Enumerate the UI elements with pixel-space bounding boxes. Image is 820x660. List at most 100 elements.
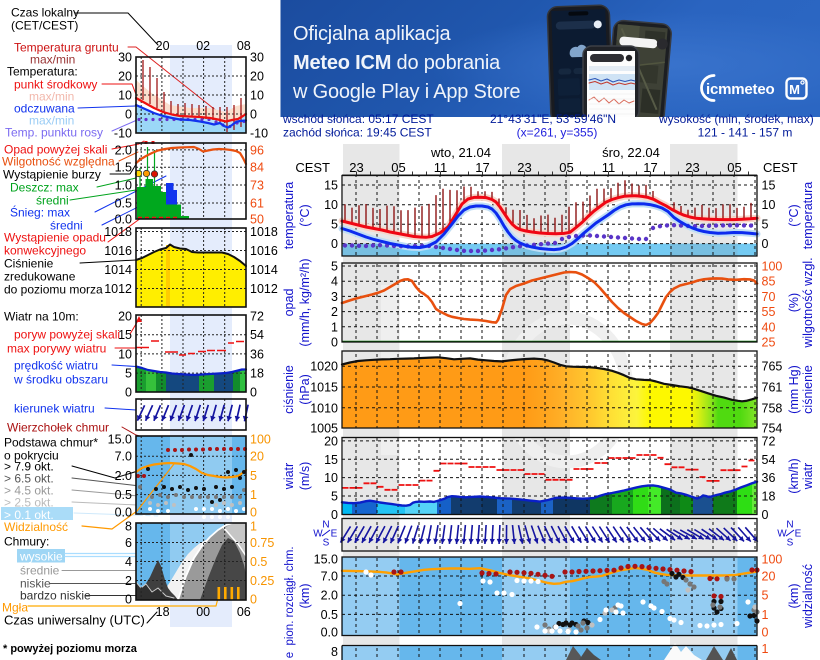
svg-text:10: 10 (118, 89, 132, 103)
svg-text:punkt środkowy: punkt środkowy (14, 78, 97, 92)
svg-text:0: 0 (762, 237, 769, 251)
svg-text:11: 11 (434, 160, 448, 175)
svg-text:wysokie: wysokie (19, 550, 63, 564)
svg-text:10: 10 (762, 198, 776, 212)
svg-text:0: 0 (250, 108, 257, 122)
svg-text:średni: średni (50, 219, 83, 233)
svg-text:w środku obszaru: w środku obszaru (13, 373, 108, 387)
svg-text:1: 1 (762, 642, 769, 656)
svg-text:23: 23 (349, 160, 363, 175)
svg-text:5: 5 (331, 218, 338, 232)
svg-text:761: 761 (762, 381, 783, 395)
svg-text:1010: 1010 (310, 401, 338, 415)
svg-text:Temperatura gruntu: Temperatura gruntu (14, 41, 119, 55)
svg-text:zachód słońca: 19:45 CEST: zachód słońca: 19:45 CEST (283, 126, 432, 140)
svg-text:18: 18 (156, 605, 170, 619)
svg-text:7.0: 7.0 (321, 570, 338, 584)
svg-text:18: 18 (762, 489, 776, 503)
svg-text:15.0: 15.0 (314, 553, 338, 567)
svg-text:wschód słońca: 05:17 CEST: wschód słońca: 05:17 CEST (282, 112, 434, 126)
svg-text:(hPa): (hPa) (298, 374, 312, 405)
svg-text:E: E (795, 529, 802, 540)
svg-text:1: 1 (762, 608, 769, 622)
svg-text:0: 0 (331, 336, 338, 350)
svg-text:10: 10 (118, 347, 132, 361)
svg-text:73: 73 (250, 179, 264, 193)
svg-text:e: e (284, 652, 296, 658)
svg-text:23: 23 (685, 160, 699, 175)
svg-text:(%): (%) (787, 293, 801, 312)
svg-text:CEST: CEST (295, 160, 330, 175)
svg-text:15: 15 (762, 179, 776, 193)
svg-text:-10: -10 (114, 127, 132, 141)
svg-text:Ciśnienie: Ciśnienie (4, 257, 54, 271)
svg-text:20: 20 (156, 39, 170, 53)
svg-text:temperatura: temperatura (801, 182, 815, 249)
svg-text:0: 0 (250, 506, 257, 520)
svg-text:1005: 1005 (310, 421, 338, 435)
svg-text:(mm/h, kg/m²/h): (mm/h, kg/m²/h) (298, 258, 312, 346)
svg-text:0.5: 0.5 (115, 197, 132, 211)
svg-text:śro, 22.04: śro, 22.04 (602, 145, 660, 160)
svg-text:konwekcyjnego: konwekcyjnego (4, 244, 86, 258)
svg-text:05: 05 (559, 160, 573, 175)
svg-text:(km): (km) (298, 584, 312, 609)
svg-text:1: 1 (250, 488, 257, 502)
svg-text:S: S (323, 538, 330, 549)
svg-text:max/min: max/min (29, 114, 74, 128)
svg-text:2.0: 2.0 (321, 589, 338, 603)
svg-text:bardzo niskie: bardzo niskie (20, 589, 91, 603)
svg-text:Wystąpienie burzy: Wystąpienie burzy (3, 168, 101, 182)
svg-text:Śnieg: max: Śnieg: max (10, 205, 70, 220)
svg-text:Oficjalna aplikacja: Oficjalna aplikacja (293, 23, 451, 45)
svg-text:M: M (789, 82, 800, 97)
svg-text:54: 54 (762, 453, 776, 467)
svg-text:40: 40 (762, 320, 776, 334)
svg-text:0.5: 0.5 (250, 555, 267, 569)
svg-text:15: 15 (324, 179, 338, 193)
svg-text:1018: 1018 (250, 225, 278, 239)
svg-text:N: N (322, 520, 329, 531)
svg-text:0: 0 (125, 593, 132, 607)
svg-text:0: 0 (250, 386, 257, 400)
svg-text:23: 23 (517, 160, 531, 175)
svg-text:0: 0 (125, 386, 132, 400)
svg-text:5: 5 (331, 260, 338, 274)
svg-text:> 0.1 okt.: > 0.1 okt. (4, 508, 54, 522)
svg-text:o pokryciu: o pokryciu (4, 449, 59, 463)
svg-text:średnie: średnie (20, 564, 60, 578)
svg-text:0.5: 0.5 (115, 488, 132, 502)
svg-text:1015: 1015 (310, 381, 338, 395)
svg-text:17: 17 (475, 160, 489, 175)
svg-text:wto, 21.04: wto, 21.04 (430, 145, 491, 160)
svg-text:Czas lokalny: Czas lokalny (11, 6, 79, 20)
svg-text:18: 18 (250, 367, 264, 381)
svg-text:100: 100 (762, 260, 783, 274)
svg-text:prędkość wiatru: prędkość wiatru (14, 359, 98, 373)
svg-text:> 4.5 okt.: > 4.5 okt. (4, 484, 54, 498)
svg-text:średni: średni (36, 194, 69, 208)
svg-text:(m/s): (m/s) (298, 462, 312, 490)
svg-text:70: 70 (762, 290, 776, 304)
svg-text:2.0: 2.0 (115, 143, 132, 157)
svg-text:10: 10 (324, 471, 338, 485)
svg-text:Wilgotność względna: Wilgotność względna (2, 155, 115, 169)
svg-text:00: 00 (196, 605, 210, 619)
svg-text:0: 0 (125, 108, 132, 122)
svg-text:Opad powyżej skali: Opad powyżej skali (4, 143, 107, 157)
svg-text:5: 5 (762, 589, 769, 603)
svg-text:36: 36 (762, 471, 776, 485)
svg-text:max/min: max/min (29, 90, 74, 104)
svg-text:Mgła: Mgła (2, 601, 28, 615)
svg-text:(km): (km) (787, 584, 801, 609)
svg-text:08: 08 (237, 39, 251, 53)
svg-text:Widzialność: Widzialność (4, 520, 68, 534)
svg-text:0: 0 (331, 508, 338, 522)
svg-text:(mm Hg): (mm Hg) (787, 365, 801, 414)
svg-text:1016: 1016 (104, 244, 132, 258)
svg-text:85: 85 (762, 275, 776, 289)
svg-text:zredukowane: zredukowane (4, 270, 76, 284)
svg-text:15.0: 15.0 (108, 433, 132, 447)
svg-text:121 - 141 - 157 m: 121 - 141 - 157 m (698, 126, 793, 140)
svg-text:1014: 1014 (104, 263, 132, 277)
